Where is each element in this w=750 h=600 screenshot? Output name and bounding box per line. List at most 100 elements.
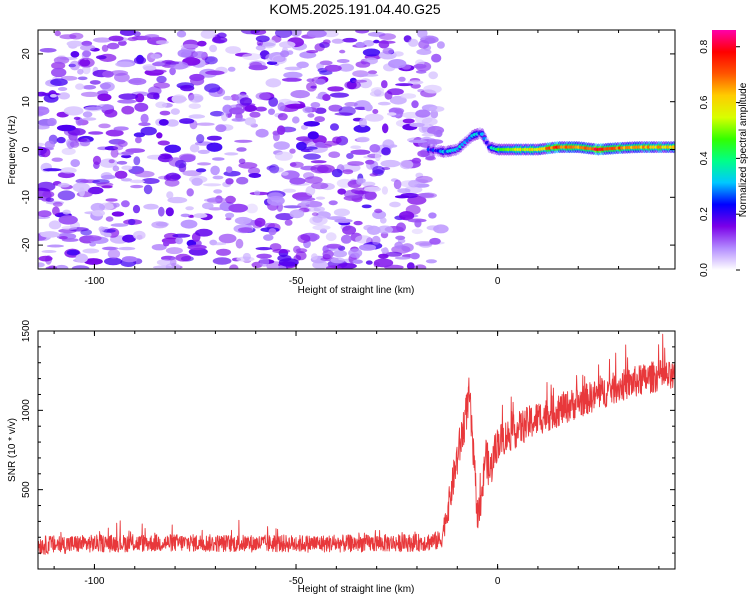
spectrogram-cell — [269, 164, 280, 174]
spectrogram-cell — [429, 106, 445, 112]
spectrogram-cell — [221, 112, 228, 122]
colorbar-tick-label: 0.6 — [699, 95, 710, 109]
spectrogram-cell — [330, 123, 339, 131]
spectrogram-cell — [322, 249, 334, 259]
spectrogram-cell — [180, 219, 198, 229]
spectrogram-cell — [244, 105, 258, 112]
spectrogram-cell — [337, 188, 347, 195]
spectrogram-cell — [306, 50, 319, 54]
spectrogram-cell — [177, 49, 192, 58]
spectrogram-cell — [104, 109, 118, 118]
spectrogram-cell — [212, 257, 232, 265]
spectrogram-cell — [146, 92, 160, 100]
spectrogram-cell — [401, 243, 414, 252]
spectrogram-cell — [82, 235, 102, 242]
spectrogram-cell — [215, 124, 227, 133]
spectrogram-cell — [322, 30, 339, 38]
spectrogram-cell — [186, 188, 194, 197]
spectrogram-cell — [110, 223, 128, 227]
spectrogram-cell — [334, 218, 353, 223]
spectrogram-cell — [87, 186, 104, 195]
spectrogram-cell — [426, 225, 440, 231]
spectrogram-cell — [205, 70, 225, 76]
spectrogram-cell — [263, 234, 274, 241]
spectrogram-cell — [369, 144, 381, 153]
spectrogram-cell — [265, 78, 282, 88]
spectrogram-cell — [53, 56, 70, 65]
spectrogram-cell — [51, 67, 67, 78]
spectrogram-cell — [61, 238, 79, 242]
colorbar-tick-label: 0.8 — [699, 39, 710, 53]
spectrogram-cell — [350, 149, 371, 155]
spectrogram-cell — [189, 144, 200, 153]
spectrogram-cell — [361, 204, 372, 209]
spectrogram-cell — [150, 69, 167, 74]
spectrogram-cell — [166, 119, 179, 127]
spectrogram-cell — [206, 197, 227, 204]
spectrogram-cell — [197, 40, 207, 47]
spectrogram-cell — [350, 145, 362, 149]
spectrogram-cell — [333, 208, 350, 217]
spectrogram-cell — [121, 200, 130, 208]
spectrogram-cell — [44, 140, 55, 149]
spectrogram-cell — [279, 50, 290, 58]
spectrogram-cell — [143, 203, 159, 210]
spectrogram-cell — [96, 182, 114, 187]
spectrogram-cell — [92, 210, 105, 217]
spectrogram-cell — [384, 90, 393, 100]
spectrogram-cell — [416, 48, 432, 56]
spectrogram-cell — [61, 147, 76, 155]
spectrogram-cell — [272, 248, 291, 254]
spectrogram-cell — [254, 190, 261, 196]
spectrogram-cell — [247, 167, 261, 175]
spectrogram-cell — [165, 207, 174, 217]
spectrogram-cell — [144, 34, 160, 39]
spectrogram-cell — [54, 264, 69, 269]
spectrogram-cell — [195, 228, 213, 237]
spectrogram-cell — [314, 116, 325, 123]
spectrogram-cell — [377, 101, 391, 106]
spectrogram-cell — [187, 244, 207, 251]
spectrogram-cell — [229, 264, 239, 269]
spectrogram-cell — [103, 232, 112, 238]
spectrogram-cell — [290, 161, 304, 168]
spectrogram-cell — [381, 186, 388, 195]
spectrogram-cell — [365, 260, 373, 265]
spectrogram-cell — [38, 262, 45, 268]
spectrogram-cell — [188, 103, 201, 109]
spectrogram-cell — [334, 112, 354, 116]
spectrogram-cell — [381, 80, 388, 89]
spectrogram-cell — [156, 259, 173, 266]
spectrogram-cell — [339, 49, 346, 54]
spectrogram-cell — [371, 235, 381, 245]
spectrogram-cell — [80, 44, 96, 51]
spectrogram-ytick-label: -10 — [21, 190, 32, 205]
colorbar-gradient — [712, 30, 736, 270]
spectrogram-cell — [382, 47, 394, 55]
spectrogram-cell — [255, 106, 267, 112]
spectrogram-cell — [380, 217, 387, 224]
spectrogram-cell — [352, 259, 363, 264]
spectrogram-cell — [428, 212, 437, 219]
spectrogram-cell — [102, 246, 117, 251]
spectrogram-cell — [75, 83, 85, 90]
spectrogram-cell — [152, 265, 173, 269]
spectrogram-cell — [296, 136, 312, 142]
colorbar-tick-label: 0.4 — [699, 151, 710, 165]
spectrogram-cell — [74, 138, 88, 143]
snr-xtick-label: -50 — [289, 576, 304, 587]
spectrogram-cell — [134, 170, 155, 178]
spectrogram-cell — [380, 247, 389, 253]
spectrogram-cell — [312, 215, 323, 223]
spectrogram-cell — [358, 244, 377, 251]
spectrogram-cell — [66, 40, 84, 47]
spectrogram-cell — [295, 197, 316, 202]
spectrogram-cell — [411, 157, 422, 164]
spectrogram-cell — [83, 258, 103, 265]
spectrogram-cell — [395, 235, 406, 240]
spectrogram-cell — [293, 245, 301, 254]
spectrogram-cell — [322, 39, 331, 45]
spectrogram-cell — [226, 166, 233, 173]
spectrogram-cell — [102, 229, 116, 233]
spectrogram-cell — [336, 59, 350, 63]
